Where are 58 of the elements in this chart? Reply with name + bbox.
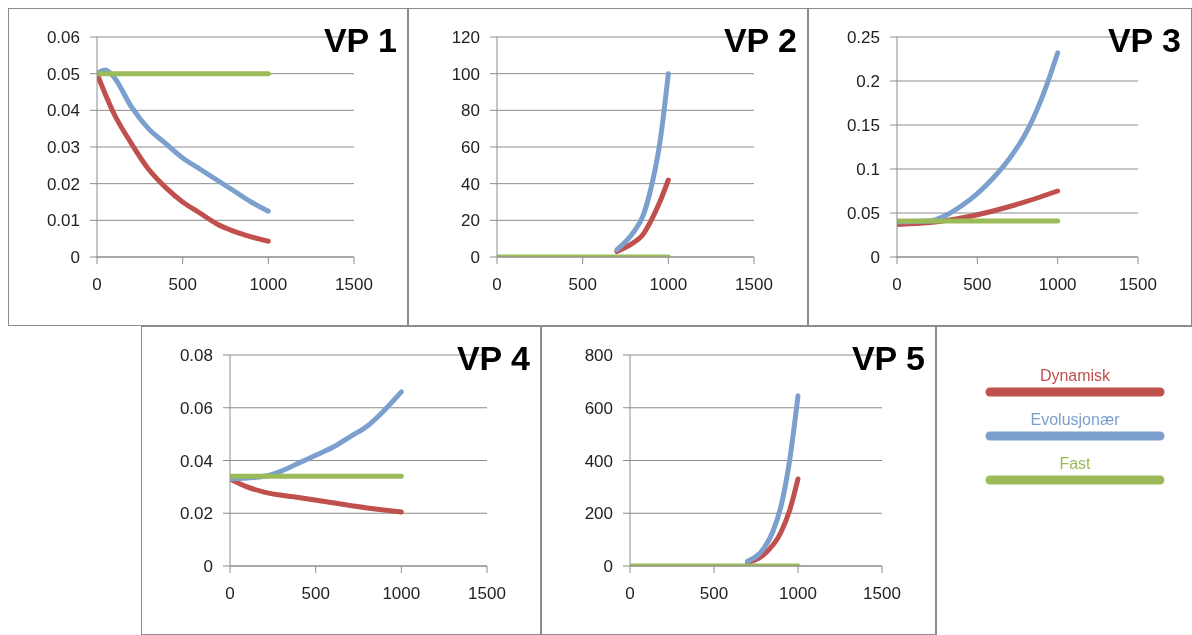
y-tick-label: 800 [584,346,613,366]
y-tick-label: 0.05 [46,64,80,84]
y-tick-label: 0.25 [846,28,880,48]
y-tick-label: 0.04 [179,451,213,471]
x-tick-label: 0 [625,584,635,604]
x-tick-label: 500 [568,275,597,295]
x-tick-label: 1000 [779,584,817,604]
y-tick-label: 40 [461,174,480,194]
y-tick-label: 80 [461,101,480,121]
y-tick-label: 0 [203,557,213,577]
chart-title: VP 2 [723,21,797,60]
x-tick-label: 1500 [735,275,773,295]
y-tick-label: 0.1 [856,160,880,180]
y-tick-label: 0.02 [179,504,213,524]
x-tick-label: 500 [168,275,197,295]
x-tick-label: 1500 [1119,275,1157,295]
y-tick-label: 0.15 [846,116,880,136]
y-tick-label: 0.02 [46,174,80,194]
y-tick-label: 0.2 [856,72,880,92]
chart-title: VP 1 [323,21,397,60]
x-tick-label: 0 [892,275,902,295]
y-tick-label: 0.05 [846,204,880,224]
x-tick-label: 500 [963,275,992,295]
x-tick-label: 1500 [468,584,506,604]
y-tick-label: 0 [470,248,480,268]
chart-title: VP 3 [1107,21,1181,60]
chart-title: VP 4 [456,339,530,378]
x-tick-label: 0 [492,275,502,295]
y-tick-label: 0.08 [179,346,213,366]
y-tick-label: 400 [584,451,613,471]
text: Dynamisk [1039,367,1111,385]
x-tick-label: 500 [699,584,729,604]
x-tick-label: 1500 [863,584,901,604]
x-tick-label: 500 [301,584,330,604]
y-tick-label: 0 [70,248,80,268]
y-tick-label: 0.04 [46,101,80,121]
y-tick-label: 0.06 [179,398,213,418]
y-tick-label: 60 [461,138,480,158]
y-tick-label: 0.01 [46,211,80,231]
x-tick-label: 1000 [249,275,288,295]
y-tick-label: 200 [584,504,613,524]
y-tick-label: 0.03 [46,138,80,158]
text: Evolusjonær [1030,411,1120,429]
text: Fast [1059,455,1091,473]
y-tick-label: 20 [461,211,480,231]
y-tick-label: 0 [870,248,880,268]
y-tick-label: 0.06 [46,28,80,48]
chart-title: VP 5 [851,339,925,378]
x-tick-label: 1000 [1038,275,1077,295]
y-tick-label: 0 [603,557,613,577]
y-tick-label: 120 [451,28,480,48]
x-tick-label: 0 [225,584,235,604]
x-tick-label: 1000 [649,275,688,295]
y-tick-label: 600 [584,398,613,418]
x-tick-label: 1500 [335,275,373,295]
x-tick-label: 1000 [382,584,421,604]
y-tick-label: 100 [451,64,480,84]
x-tick-label: 0 [92,275,102,295]
